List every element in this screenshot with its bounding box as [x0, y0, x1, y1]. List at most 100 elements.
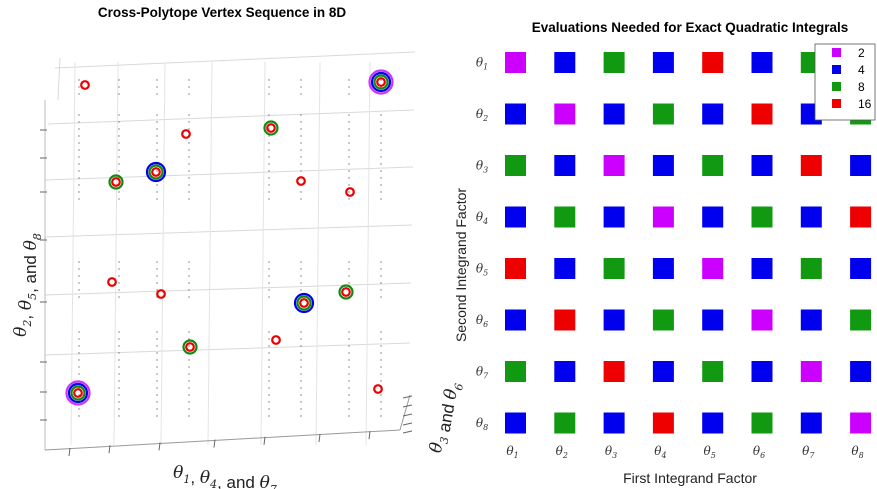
heatmap-cell: [603, 258, 625, 279]
heatmap-cell: [652, 206, 674, 228]
heatmap-x-tick: θ2: [556, 444, 568, 460]
heatmap-cell: [652, 361, 674, 382]
heatmap-y-tick: θ2: [476, 107, 488, 123]
scatter-marker-16: [80, 80, 90, 90]
heatmap-cell: [800, 155, 822, 176]
legend-label: 2: [858, 46, 865, 60]
heatmap-cell: [652, 258, 674, 279]
heatmap-x-tick: θ8: [851, 444, 863, 460]
heatmap-x-tick: θ5: [704, 444, 716, 460]
scatter-marker-2: [368, 69, 394, 95]
heatmap-cell: [702, 258, 724, 279]
heatmap-y-tick: θ6: [476, 313, 488, 329]
heatmap-cell: [751, 361, 773, 382]
scatter-marker-16: [181, 129, 191, 139]
heatmap-cell: [800, 258, 822, 279]
scatter-faint-dots: [78, 79, 382, 417]
scatter-marker-16: [296, 176, 306, 186]
heatmap-cell: [554, 258, 576, 279]
scatter-markers: [65, 69, 394, 406]
heatmap-cell: [505, 309, 526, 331]
scatter-marker-16: [271, 335, 281, 345]
heatmap-cell: [850, 412, 872, 434]
heatmap-cell: [800, 309, 822, 331]
heatmap-cell: [554, 412, 576, 434]
heatmap-cell: [751, 155, 773, 176]
z-axis-label: θ2, θ5, and θ8: [11, 233, 44, 337]
heatmap-cell: [850, 361, 872, 382]
legend-swatch: [832, 82, 841, 91]
heatmap-cell: [505, 258, 526, 279]
heatmap-cell: [554, 155, 576, 176]
heatmap-panel: Evaluations Needed for Exact Quadratic I…: [453, 20, 876, 486]
heatmap-y-label: Second Integrand Factor: [453, 188, 469, 342]
heatmap-cell: [850, 206, 872, 228]
heatmap-cell: [554, 103, 576, 125]
legend-label: 8: [858, 80, 865, 94]
heatmap-cell: [751, 309, 773, 331]
heatmap-cell: [702, 361, 724, 382]
heatmap-y-tick: θ1: [476, 56, 488, 72]
scatter-marker-2: [65, 380, 91, 406]
heatmap-cell: [850, 258, 872, 279]
legend-swatch: [832, 48, 841, 57]
heatmap-cell: [702, 155, 724, 176]
heatmap-cell: [751, 206, 773, 228]
heatmap-cell: [603, 103, 625, 125]
heatmap-cell: [603, 412, 625, 434]
heatmap-cell: [652, 155, 674, 176]
heatmap-cell: [800, 412, 822, 434]
heatmap-cell: [603, 361, 625, 382]
heatmap-cell: [800, 206, 822, 228]
scatter-marker-8: [108, 174, 124, 190]
heatmap-y-tick: θ4: [476, 210, 488, 226]
heatmap-x-ticks: θ1 θ2 θ3 θ4 θ5 θ6 θ7 θ8: [506, 444, 863, 460]
heatmap-cell: [603, 206, 625, 228]
heatmap-cell: [603, 155, 625, 176]
legend-box: [814, 43, 876, 121]
heatmap-y-tick: θ3: [476, 159, 488, 175]
heatmap-y-tick: θ8: [476, 416, 488, 432]
heatmap-y-tick: θ7: [476, 365, 489, 381]
heatmap-cell: [751, 103, 773, 125]
heatmap-x-tick: θ4: [654, 444, 666, 460]
heatmap-cell: [751, 258, 773, 279]
heatmap-cell: [505, 412, 526, 434]
heatmap-cell: [800, 361, 822, 382]
heatmap-legend: 2 4 8 16: [814, 43, 876, 121]
heatmap-cell: [554, 52, 576, 73]
scatter-title: Cross-Polytope Vertex Sequence in 8D: [98, 5, 347, 20]
scatter-marker-8: [263, 120, 279, 136]
heatmap-cell: [652, 52, 674, 73]
heatmap-cell: [751, 412, 773, 434]
heatmap-cell: [702, 52, 724, 73]
heatmap-cell: [652, 103, 674, 125]
heatmap-cell: [554, 361, 576, 382]
heatmap-cell: [850, 309, 872, 331]
heatmap-cell: [652, 309, 674, 331]
heatmap-x-label: First Integrand Factor: [623, 470, 757, 486]
legend-swatch: [832, 99, 841, 108]
heatmap-title: Evaluations Needed for Exact Quadratic I…: [532, 20, 849, 35]
heatmap-cell: [505, 206, 526, 228]
heatmap-y-ticks: θ1 θ2 θ3 θ4 θ5 θ6 θ7 θ8: [476, 56, 489, 433]
scatter-marker-16: [345, 187, 355, 197]
heatmap-x-tick: θ1: [506, 444, 518, 460]
heatmap-x-tick: θ6: [753, 444, 765, 460]
heatmap-cell: [850, 155, 872, 176]
heatmap-cell: [751, 52, 773, 73]
heatmap-x-tick: θ7: [802, 444, 815, 460]
heatmap-y-tick: θ5: [476, 262, 488, 278]
scatter-marker-16: [107, 277, 117, 287]
scatter-marker-4: [293, 292, 315, 314]
heatmap-cell: [652, 412, 674, 434]
heatmap-cell: [603, 52, 625, 73]
heatmap-cell: [702, 309, 724, 331]
heatmap-cell: [505, 103, 526, 125]
scatter-marker-16: [373, 384, 383, 394]
heatmap-cell: [554, 309, 576, 331]
scatter-marker-8: [338, 284, 354, 300]
heatmap-cell: [702, 103, 724, 125]
legend-label: 4: [858, 63, 865, 77]
